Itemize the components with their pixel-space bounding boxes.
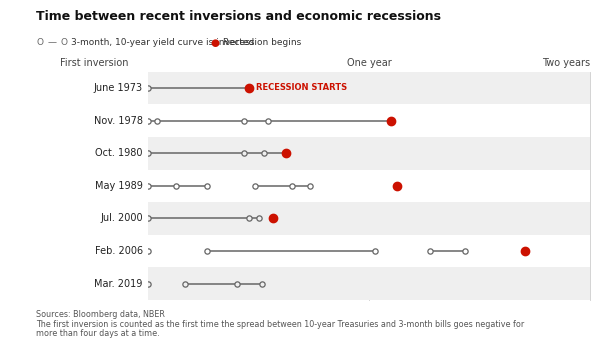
Text: 3-month, 10-year yield curve is inverted: 3-month, 10-year yield curve is inverted bbox=[71, 38, 254, 47]
Text: June 1973: June 1973 bbox=[94, 83, 143, 93]
Text: Oct. 1980: Oct. 1980 bbox=[95, 148, 143, 158]
Text: One year: One year bbox=[347, 58, 391, 68]
Text: O: O bbox=[36, 38, 44, 47]
Bar bbox=[148, 169, 590, 202]
Text: Recession begins: Recession begins bbox=[223, 38, 301, 47]
Text: RECESSION STARTS: RECESSION STARTS bbox=[256, 84, 347, 92]
Text: May 1989: May 1989 bbox=[95, 181, 143, 191]
Text: O: O bbox=[60, 38, 68, 47]
Bar bbox=[148, 202, 590, 235]
Text: Two years: Two years bbox=[541, 58, 590, 68]
Text: Jul. 2000: Jul. 2000 bbox=[100, 213, 143, 223]
Text: Sources: Bloomberg data, NBER: Sources: Bloomberg data, NBER bbox=[36, 310, 165, 319]
Text: First inversion: First inversion bbox=[59, 58, 128, 68]
Text: more than four days at a time.: more than four days at a time. bbox=[36, 329, 160, 338]
Bar bbox=[148, 72, 590, 104]
Text: ●: ● bbox=[210, 38, 219, 48]
Bar bbox=[148, 235, 590, 267]
Text: Nov. 1978: Nov. 1978 bbox=[94, 116, 143, 125]
Text: —: — bbox=[47, 38, 56, 47]
Text: Mar. 2019: Mar. 2019 bbox=[94, 279, 143, 289]
Text: Time between recent inversions and economic recessions: Time between recent inversions and econo… bbox=[36, 10, 441, 23]
Bar bbox=[148, 267, 590, 300]
Bar bbox=[148, 104, 590, 137]
Text: The first inversion is counted as the first time the spread between 10-year Trea: The first inversion is counted as the fi… bbox=[36, 320, 525, 329]
Text: Feb. 2006: Feb. 2006 bbox=[94, 246, 143, 256]
Bar bbox=[148, 137, 590, 169]
